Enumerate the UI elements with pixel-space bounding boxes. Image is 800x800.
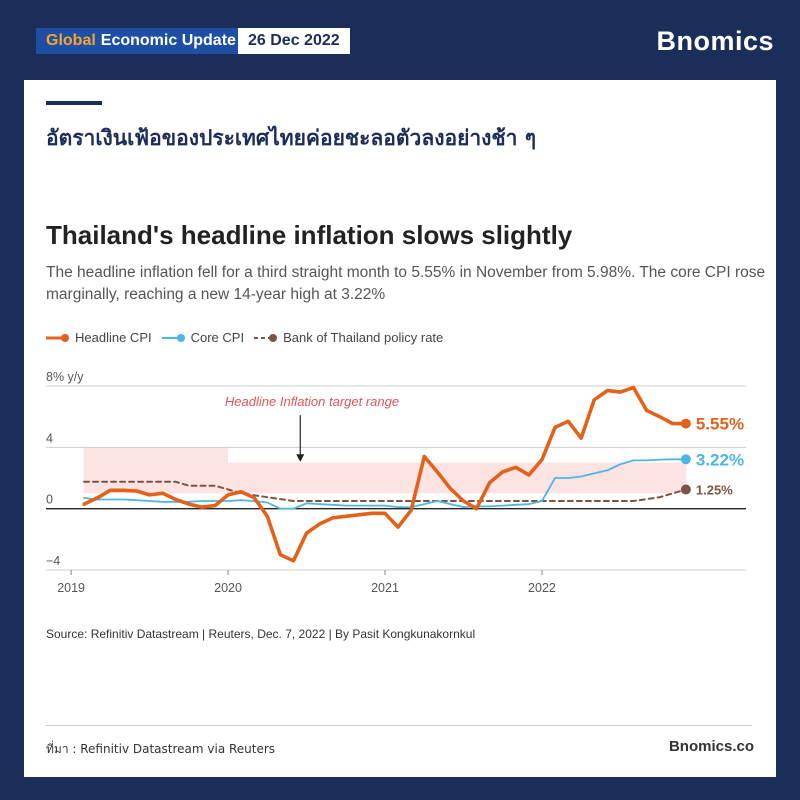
section-tag-accent: Global — [46, 32, 96, 49]
date-tag: 26 Dec 2022 — [238, 28, 350, 54]
footer-site: Bnomics.co — [668, 738, 754, 755]
section-tag: Global Economic Update — [36, 28, 246, 54]
legend-item-headline: Headline CPI — [46, 330, 152, 345]
legend-item-core: Core CPI — [161, 330, 245, 345]
headline-cpi-end-label: 5.55% — [696, 415, 744, 434]
target-band — [228, 462, 687, 494]
annotation-arrow-head — [296, 454, 305, 462]
y-tick-label: 8% y/y — [46, 370, 84, 384]
top-bar: Global Economic Update 26 Dec 2022 Bnomi… — [0, 0, 800, 80]
chart-subtitle: The headline inflation fell for a third … — [46, 264, 766, 303]
legend-line-icon — [161, 333, 185, 342]
brand-logo: Bnomics — [656, 26, 774, 56]
chart-source: Source: Refinitiv Datastream | Reuters, … — [46, 627, 476, 641]
legend-dash-icon — [254, 333, 278, 342]
thai-headline: อัตราเงินเฟ้อของประเทศไทยค่อยชะลอตัวลงอย… — [46, 126, 537, 150]
footer-credit: ที่มา : Refinitiv Datastream via Reuters — [46, 742, 276, 756]
y-tick-label: 0 — [46, 493, 53, 507]
core-cpi-end-label: 3.22% — [696, 450, 744, 469]
legend-item-policy: Bank of Thailand policy rate — [254, 330, 443, 345]
policy-rate-end-label: 1.25% — [696, 483, 733, 498]
footer-divider — [46, 725, 752, 726]
x-tick-label: 2019 — [57, 581, 85, 595]
content-card: อัตราเงินเฟ้อของประเทศไทยค่อยชะลอตัวลงอย… — [24, 80, 776, 777]
x-tick-label: 2021 — [371, 581, 399, 595]
legend: Headline CPI Core CPI Bank of Thailand p… — [46, 330, 453, 345]
chart-title: Thailand's headline inflation slows slig… — [46, 220, 573, 250]
y-tick-label: −4 — [46, 554, 60, 568]
legend-label-headline: Headline CPI — [75, 330, 152, 345]
y-tick-label: 4 — [46, 431, 53, 445]
section-tag-label: Economic Update — [100, 32, 236, 49]
legend-label-core: Core CPI — [190, 330, 245, 345]
legend-label-policy: Bank of Thailand policy rate — [283, 330, 444, 345]
chart-plot: 8% y/y 4 0 −4 2019 2020 2021 2022 Headline Infla… — [46, 370, 746, 595]
policy-rate-end-marker — [680, 484, 691, 495]
headline-cpi-line — [82, 385, 688, 563]
core-cpi-end-marker — [680, 454, 691, 465]
legend-line-icon — [46, 333, 69, 342]
headline-cpi-end-marker — [680, 418, 691, 429]
title-rule — [46, 101, 102, 105]
x-tick-label: 2020 — [214, 581, 242, 595]
target-band — [83, 447, 229, 494]
x-tick-label: 2022 — [528, 581, 556, 595]
target-band-label: Headline Inflation target range — [225, 394, 399, 409]
